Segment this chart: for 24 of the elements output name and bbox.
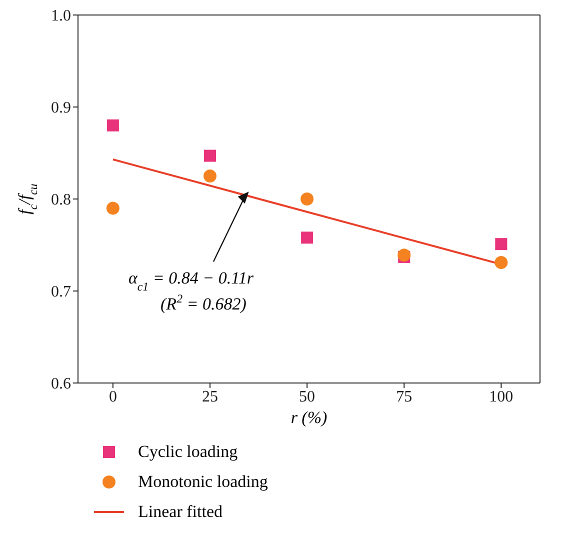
point <box>204 150 216 162</box>
x-tick-label: 25 <box>202 388 218 406</box>
point <box>495 238 508 250</box>
y-tick-label: 0.6 <box>51 376 71 393</box>
point <box>300 192 314 206</box>
x-axis-title: r (%) <box>290 408 328 427</box>
legend-label: Monotonic loading <box>138 472 268 492</box>
x-tick-label: 50 <box>299 388 316 406</box>
point <box>106 119 119 132</box>
point <box>301 232 314 244</box>
point <box>106 202 120 215</box>
point <box>494 256 508 269</box>
y-tick-label: 0.7 <box>51 284 71 301</box>
x-tick-label: 0 <box>108 388 117 406</box>
y-tick-label: 1.0 <box>51 8 71 25</box>
x-tick-label: 75 <box>396 388 412 406</box>
annotation: α$_{c1}$ = 0.84 − 0.11r <box>128 268 254 294</box>
legend-label: Cyclic loading <box>138 442 238 462</box>
y-tick-label: 0.8 <box>51 192 71 209</box>
annotation: (R$^{2}$ = 0.682) <box>160 292 247 314</box>
x-tick-label: 100 <box>489 388 514 406</box>
point <box>204 170 216 182</box>
legend-label: Linear fitted <box>138 502 222 522</box>
y-tick-label: 0.9 <box>51 100 71 117</box>
